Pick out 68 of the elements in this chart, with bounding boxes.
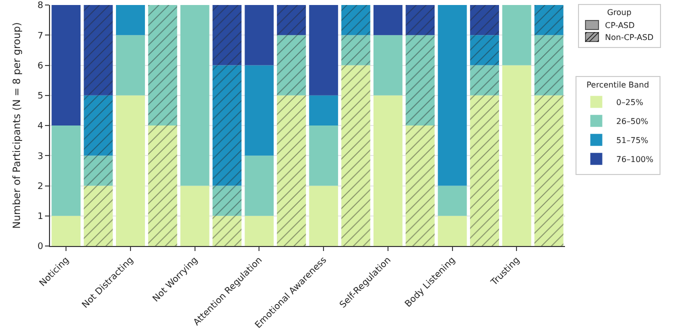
legend-label: 76–100% [616, 155, 654, 164]
bar [309, 95, 338, 126]
bar [212, 216, 242, 246]
bar [309, 126, 338, 186]
bar [438, 216, 467, 246]
bar [116, 35, 145, 96]
bar [534, 95, 564, 246]
bar [534, 5, 564, 36]
bar [244, 156, 274, 216]
bar [84, 156, 113, 186]
bar [84, 5, 113, 96]
legend-label: 26–50% [616, 117, 649, 126]
bar [276, 5, 306, 36]
bar [406, 126, 435, 246]
y-tick-label: 7 [37, 31, 44, 42]
bar [276, 95, 306, 246]
bar [212, 186, 242, 216]
bar [309, 5, 338, 96]
y-tick-label: 3 [37, 152, 44, 162]
bar [341, 5, 370, 36]
y-tick-label: 6 [37, 61, 44, 72]
y-tick-label: 8 [37, 1, 44, 12]
legend-label: 0–25% [616, 98, 644, 108]
bar [244, 65, 274, 156]
bar [406, 35, 435, 126]
text: Non-CP-ASD [605, 32, 654, 42]
bar [406, 5, 435, 36]
text: Group [606, 8, 632, 17]
bar [148, 5, 178, 126]
bar [148, 126, 178, 246]
bar [341, 65, 370, 246]
y-axis-title: Number of Participants (N = 8 per group) [12, 22, 23, 229]
bar [116, 95, 145, 246]
y-tick-label: 0 [37, 242, 44, 252]
bar [244, 5, 274, 66]
bar [373, 95, 402, 246]
bar [534, 35, 564, 96]
bar [180, 5, 210, 186]
bar [116, 5, 145, 36]
bar [276, 35, 306, 96]
legend-label: 51–75% [616, 136, 649, 146]
bar [470, 35, 500, 66]
bar [502, 5, 532, 66]
bar [52, 216, 81, 246]
bar [84, 186, 113, 246]
y-tick-label: 4 [37, 122, 44, 132]
bar [212, 5, 242, 66]
bar [309, 186, 338, 246]
bar [180, 186, 210, 246]
y-tick-label: 2 [37, 182, 44, 192]
legend-title: Percentile Band [586, 80, 650, 90]
bar [470, 65, 500, 96]
bar [212, 65, 242, 186]
bar [52, 126, 81, 216]
bar [438, 5, 467, 186]
y-tick-label: 5 [37, 92, 44, 102]
y-tick-label: 1 [37, 212, 44, 222]
bar [373, 5, 402, 36]
bar [502, 65, 532, 246]
bar [373, 35, 402, 96]
bar [438, 186, 467, 216]
bar [341, 35, 370, 66]
bar [52, 5, 81, 126]
bar [244, 216, 274, 246]
bar [84, 95, 113, 156]
bar [470, 95, 500, 246]
text: CP-ASD [605, 20, 635, 30]
bar [470, 5, 500, 36]
